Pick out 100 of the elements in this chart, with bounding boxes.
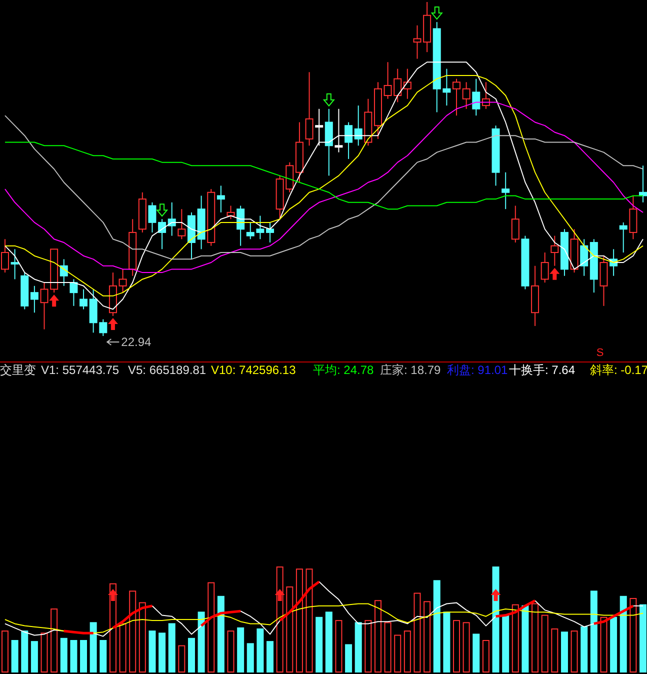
bar	[40, 632, 48, 672]
bar	[640, 604, 646, 672]
candlestick	[216, 185, 225, 213]
candlestick	[128, 218, 137, 276]
candlestick	[423, 2, 432, 53]
text: V5: 665189.81	[128, 363, 206, 377]
bar	[414, 592, 421, 672]
text: S	[596, 347, 604, 359]
bar	[296, 568, 303, 672]
candlestick	[511, 205, 520, 243]
bar	[502, 614, 510, 672]
bar	[80, 640, 88, 672]
bar	[208, 582, 215, 672]
bar	[227, 630, 234, 672]
bar	[610, 616, 618, 672]
bar	[424, 601, 431, 672]
bar	[482, 640, 490, 672]
candlestick	[570, 228, 578, 274]
candlestick	[550, 235, 559, 266]
annotation: 22.94	[121, 335, 152, 349]
bar	[266, 641, 274, 672]
bar	[345, 644, 352, 672]
bar	[11, 640, 18, 672]
bar	[472, 634, 480, 672]
bar	[256, 628, 264, 672]
bar	[138, 602, 146, 672]
candlestick	[403, 68, 412, 100]
bar	[453, 620, 460, 672]
bar	[286, 586, 294, 672]
bar	[188, 638, 195, 672]
bar	[70, 640, 78, 672]
candlestick	[502, 172, 510, 210]
bar	[90, 622, 97, 672]
bar	[590, 590, 598, 672]
bar	[630, 598, 637, 672]
bar	[30, 641, 38, 672]
candlestick	[197, 195, 206, 250]
candlestick	[540, 252, 549, 284]
bar	[620, 596, 627, 672]
candlestick	[315, 108, 324, 146]
candlestick	[462, 82, 470, 110]
bar	[21, 630, 28, 672]
bar	[168, 623, 176, 672]
bar	[560, 632, 568, 672]
text: V1: 557443.75	[41, 363, 120, 377]
candlestick	[187, 212, 196, 260]
candlestick	[344, 122, 353, 160]
candlestick	[324, 108, 333, 176]
bar	[570, 630, 578, 672]
bar	[335, 620, 342, 672]
candlestick	[236, 205, 245, 246]
bar	[462, 622, 470, 672]
candlestick	[374, 82, 382, 140]
candlestick	[80, 288, 88, 310]
candlestick	[10, 248, 19, 280]
bar	[100, 640, 107, 672]
bar	[178, 645, 186, 672]
bar	[306, 568, 313, 672]
bar	[580, 626, 588, 672]
bar	[443, 612, 450, 672]
bar	[522, 605, 529, 672]
bar	[541, 614, 548, 672]
bar	[148, 630, 156, 672]
bar	[60, 638, 68, 672]
candlestick	[60, 258, 68, 286]
bar	[384, 622, 392, 672]
text: 平均: 24.78	[313, 363, 374, 377]
text: V10: 742596.13	[211, 363, 296, 377]
bar	[374, 600, 382, 672]
bar	[316, 616, 323, 672]
candlestick	[108, 272, 117, 316]
bar	[512, 604, 519, 672]
bar	[217, 596, 224, 672]
candlestick	[1, 238, 9, 274]
bar	[129, 590, 136, 672]
bar	[532, 603, 539, 672]
bar	[433, 580, 440, 672]
bar	[325, 612, 332, 672]
bar	[394, 634, 402, 672]
bar	[354, 622, 362, 672]
text: 利盘: 91.01	[447, 363, 508, 377]
bar	[158, 632, 166, 672]
text: 斜率: -0.17	[590, 363, 647, 377]
text: 庄家: 18.79	[380, 363, 442, 377]
candlestick	[207, 188, 216, 246]
bar	[50, 608, 58, 672]
candlestick	[295, 122, 304, 183]
candlestick	[531, 265, 540, 326]
chart-title: 交里变	[0, 363, 36, 377]
bar	[364, 620, 372, 672]
bar	[600, 616, 608, 672]
bar	[246, 643, 254, 672]
bar	[404, 630, 411, 672]
candlestick	[492, 125, 500, 186]
bar	[198, 612, 205, 672]
bar	[237, 627, 244, 672]
text: 十换手: 7.64	[509, 363, 576, 377]
candlestick	[413, 24, 422, 60]
candlestick	[619, 222, 628, 253]
bar	[2, 630, 8, 672]
